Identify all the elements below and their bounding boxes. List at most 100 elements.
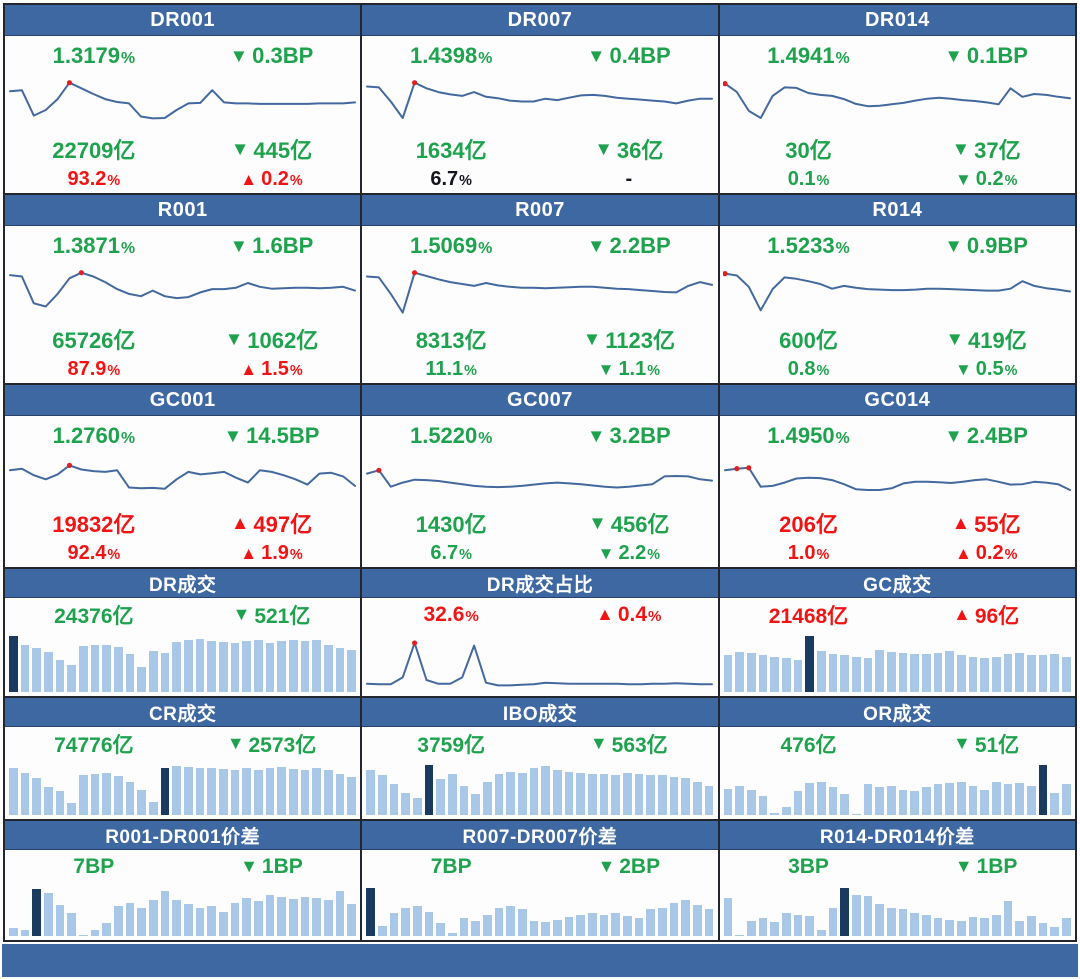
volume-change: ▼ 37亿 <box>897 133 1075 165</box>
stat-row: 1430亿 ▼ 456亿 <box>362 507 717 539</box>
bar <box>137 789 147 815</box>
panel-header: DR成交占比 <box>362 569 718 598</box>
stat-row: 93.2% ▲ 0.2% <box>5 165 360 193</box>
bar <box>149 650 158 692</box>
panel-dr001[interactable]: DR001 1.3179% ▼ 0.3BP 22709亿 ▼ 445亿 93.2% ▲ 0.2% <box>5 5 361 193</box>
percent-sign: % <box>835 50 850 67</box>
bar <box>564 771 574 815</box>
bar <box>324 770 333 815</box>
panel-dr014[interactable]: DR014 1.4941% ▼ 0.1BP 30亿 ▼ 37亿 0.1% ▼ 0.2% <box>719 5 1075 193</box>
bar-chart-area <box>720 882 1075 940</box>
stat-text: 11.1% <box>425 357 477 380</box>
rate-change: ▼ 1.6BP <box>183 233 361 259</box>
stat-text: 521亿 <box>254 605 311 628</box>
bar <box>448 773 457 815</box>
bar <box>945 650 955 692</box>
rate-change: ▼ 0.3BP <box>183 43 361 69</box>
panel-title: R007-DR007价差 <box>462 826 618 848</box>
stat-text: 1634亿 <box>415 138 487 163</box>
panel-gc001[interactable]: GC001 1.2760% ▼ 14.5BP 19832亿 ▲ 497亿 92.4% ▲ 1.9% <box>5 385 361 567</box>
panel-dr007[interactable]: DR007 1.4398% ▼ 0.4BP 1634亿 ▼ 36亿 6.7% - <box>362 5 718 193</box>
panel-r014-dr014-spread[interactable]: R014-DR014价差 3BP ▼ 1BP <box>719 821 1075 940</box>
bar-chart-area <box>720 630 1075 696</box>
sparkline-path <box>723 466 1071 491</box>
panel-or-volume[interactable]: OR成交 476亿 ▼ 51亿 <box>719 698 1075 819</box>
bar <box>875 787 885 815</box>
percent-sign: % <box>478 430 493 447</box>
bar <box>207 640 217 692</box>
panel-ibo-volume[interactable]: IBO成交 3759亿 ▼ 563亿 <box>362 698 718 819</box>
sparkline-path <box>9 464 356 490</box>
bar <box>347 776 357 815</box>
rate-value: 1.3179% <box>5 43 183 69</box>
bar <box>793 791 803 815</box>
down-triangle-icon: ▼ <box>944 234 963 256</box>
panel-dr-volume[interactable]: DR成交 24376亿 ▼ 521亿 <box>5 569 361 696</box>
stat-row: 19832亿 ▲ 497亿 <box>5 507 360 539</box>
bar-chart-area <box>720 759 1075 819</box>
panel-gc014[interactable]: GC014 1.4950% ▼ 2.4BP 206亿 ▲ 55亿 1.0% ▲ 0.2% <box>719 385 1075 567</box>
stat-text: 1.3871% <box>52 233 136 258</box>
rate-value: 1.4941% <box>720 43 898 69</box>
stat-row: 8313亿 ▼ 1123亿 <box>362 323 717 355</box>
panel-r007-dr007-spread[interactable]: R007-DR007价差 7BP ▼ 2BP <box>362 821 718 940</box>
bar <box>324 644 333 692</box>
sparkline-chart <box>366 80 714 119</box>
down-triangle-icon: ▼ <box>954 856 973 877</box>
stat-text: 0.3BP <box>252 43 314 68</box>
panel-gc-volume[interactable]: GC成交 21468亿 ▲ 96亿 <box>719 569 1075 696</box>
down-triangle-icon: ▼ <box>951 137 971 159</box>
bar <box>149 900 158 936</box>
sparkline-chart <box>366 467 714 489</box>
sparkline-path <box>723 272 1071 312</box>
bar <box>805 915 815 936</box>
panel-header: CR成交 <box>5 698 361 727</box>
spread-value: 7BP <box>362 855 540 879</box>
panel-gc007[interactable]: GC007 1.5220% ▼ 3.2BP 1430亿 ▼ 456亿 6.7% ▼ 2.2% <box>362 385 718 567</box>
bar <box>933 653 943 692</box>
bar <box>863 784 873 815</box>
bar <box>658 907 667 936</box>
panel-title: DR007 <box>507 8 573 31</box>
panel-title: R014 <box>872 198 923 221</box>
stat-text: 0.4BP <box>609 43 671 68</box>
bar <box>506 906 516 936</box>
down-triangle-icon: ▼ <box>587 44 606 66</box>
stat-row: 65726亿 ▼ 1062亿 <box>5 323 360 355</box>
bar <box>67 913 77 936</box>
panel-cr-volume[interactable]: CR成交 74776亿 ▼ 2573亿 <box>5 698 361 819</box>
panel-title: GC成交 <box>863 574 932 596</box>
stat-row: 11.1% ▼ 1.1% <box>362 355 717 383</box>
bar <box>102 772 112 815</box>
line-chart-area <box>365 75 714 129</box>
bar <box>887 651 896 692</box>
stat-text: 2.4BP <box>966 423 1028 448</box>
bar <box>681 900 691 936</box>
bar <box>125 782 135 815</box>
bar <box>634 918 644 936</box>
percent-sign: % <box>289 362 303 379</box>
bar <box>611 913 621 936</box>
volume-change: ▲ 55亿 <box>897 507 1075 539</box>
panel-dr-volume-share[interactable]: DR成交占比 32.6% ▲ 0.4% <box>362 569 718 696</box>
share-change: ▼ 0.5% <box>897 358 1075 381</box>
down-triangle-icon: ▼ <box>953 733 971 754</box>
share-change: - <box>540 168 718 191</box>
bar <box>898 653 908 692</box>
panel-r001[interactable]: R001 1.3871% ▼ 1.6BP 65726亿 ▼ 1062亿 87.9% ▲ 1.5% <box>5 195 361 383</box>
bar <box>1003 654 1013 692</box>
bar <box>137 667 147 692</box>
bar <box>910 653 920 692</box>
panel-r014[interactable]: R014 1.5233% ▼ 0.9BP 600亿 ▼ 419亿 0.8% ▼ 0.5% <box>719 195 1075 383</box>
panel-r001-dr001-spread[interactable]: R001-DR001价差 7BP ▼ 1BP <box>5 821 361 940</box>
up-triangle-icon: ▲ <box>230 511 250 533</box>
panel-r007[interactable]: R007 1.5069% ▼ 2.2BP 8313亿 ▼ 1123亿 11.1% ▼ 1.1% <box>362 195 718 383</box>
stat-text: 6.7% <box>430 167 472 190</box>
bar <box>184 767 193 815</box>
bar <box>494 907 504 936</box>
bar <box>1003 784 1013 815</box>
rate-value: 1.2760% <box>5 423 183 449</box>
highlight-point-dot <box>412 270 418 276</box>
bar <box>623 915 632 936</box>
bar <box>1027 654 1036 692</box>
